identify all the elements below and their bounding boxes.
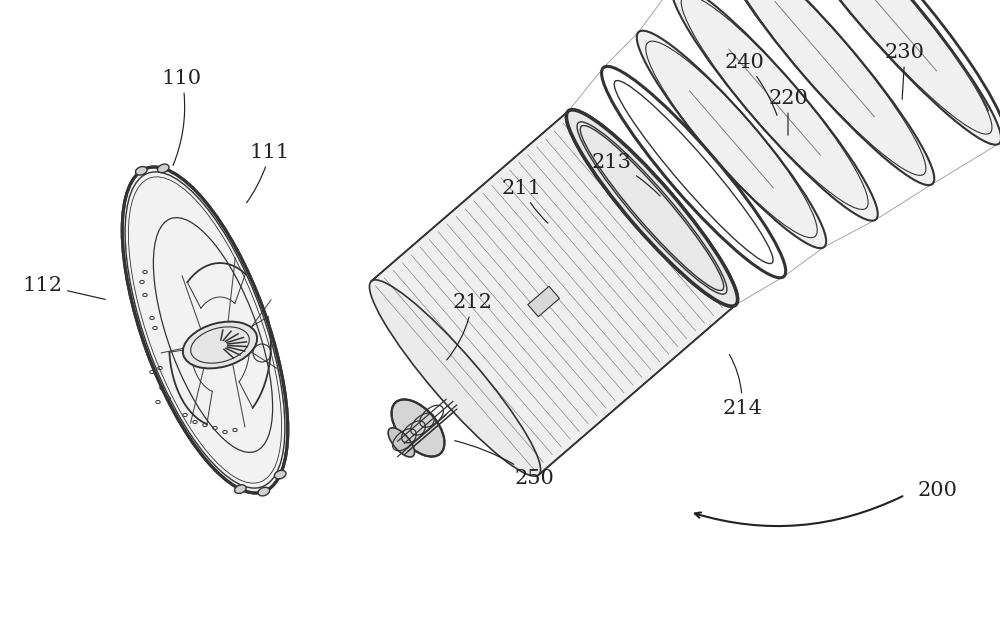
Ellipse shape bbox=[715, 0, 934, 185]
Ellipse shape bbox=[235, 485, 246, 493]
Ellipse shape bbox=[258, 487, 270, 496]
Ellipse shape bbox=[157, 164, 169, 173]
Text: 211: 211 bbox=[502, 179, 548, 223]
Ellipse shape bbox=[369, 280, 541, 476]
Polygon shape bbox=[528, 286, 559, 317]
Ellipse shape bbox=[388, 428, 415, 457]
Ellipse shape bbox=[392, 399, 444, 456]
Polygon shape bbox=[371, 111, 736, 475]
Text: 110: 110 bbox=[162, 68, 202, 165]
Text: 214: 214 bbox=[722, 355, 762, 417]
Text: 230: 230 bbox=[885, 42, 925, 99]
Text: 111: 111 bbox=[247, 143, 290, 203]
Text: 200: 200 bbox=[918, 481, 958, 499]
Ellipse shape bbox=[122, 167, 288, 493]
Text: 220: 220 bbox=[768, 88, 808, 135]
Ellipse shape bbox=[274, 470, 286, 479]
Text: 212: 212 bbox=[447, 292, 492, 360]
Ellipse shape bbox=[637, 31, 826, 248]
Ellipse shape bbox=[671, 0, 878, 221]
Ellipse shape bbox=[566, 110, 738, 306]
Text: 250: 250 bbox=[455, 441, 555, 488]
Ellipse shape bbox=[183, 321, 257, 369]
Ellipse shape bbox=[765, 0, 1000, 145]
Text: 112: 112 bbox=[22, 275, 105, 300]
Text: 240: 240 bbox=[725, 52, 777, 115]
Text: 213: 213 bbox=[592, 152, 660, 196]
Ellipse shape bbox=[136, 166, 147, 175]
